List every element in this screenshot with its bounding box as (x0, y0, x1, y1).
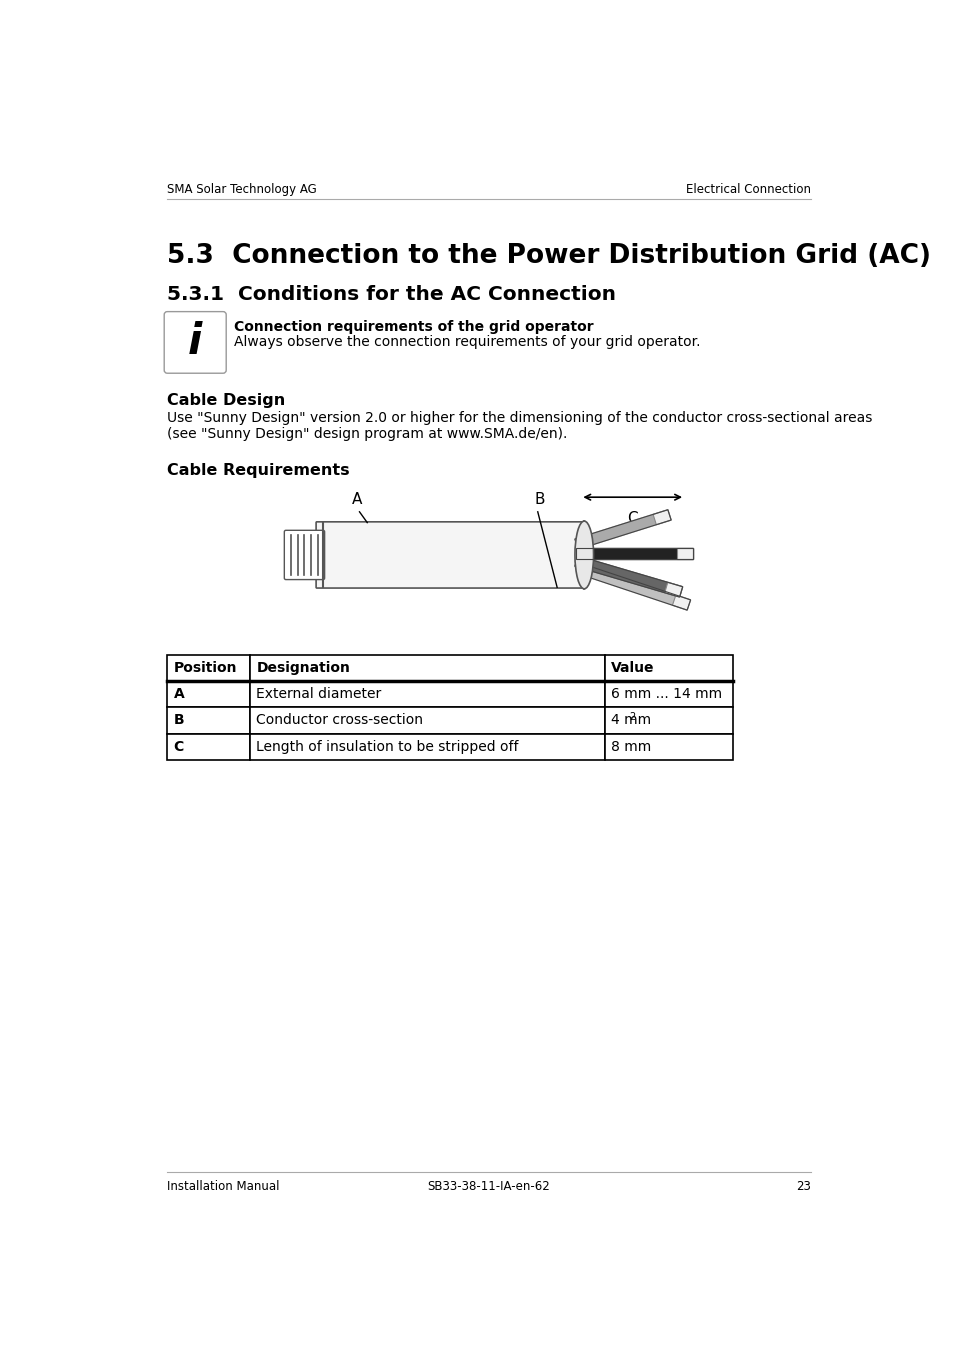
Text: Length of insulation to be stripped off: Length of insulation to be stripped off (256, 740, 518, 753)
Polygon shape (672, 595, 690, 610)
Text: A: A (352, 492, 362, 507)
Polygon shape (653, 510, 670, 525)
Bar (250, 681, 604, 707)
Bar (167, 681, 250, 707)
Bar (604, 707, 732, 734)
Polygon shape (578, 564, 690, 610)
Text: Use "Sunny Design" version 2.0 or higher for the dimensioning of the conductor c: Use "Sunny Design" version 2.0 or higher… (167, 411, 872, 441)
Text: i: i (188, 322, 202, 364)
Text: Always observe the connection requirements of your grid operator.: Always observe the connection requiremen… (233, 335, 700, 349)
FancyBboxPatch shape (284, 530, 324, 580)
Text: 5.3  Connection to the Power Distribution Grid (AC): 5.3 Connection to the Power Distribution… (167, 243, 930, 269)
Bar (604, 681, 732, 707)
Text: 5.3.1  Conditions for the AC Connection: 5.3.1 Conditions for the AC Connection (167, 285, 616, 304)
Polygon shape (575, 510, 670, 549)
Text: External diameter: External diameter (256, 687, 381, 702)
Text: Installation Manual: Installation Manual (167, 1180, 279, 1192)
Text: Cable Requirements: Cable Requirements (167, 462, 350, 477)
Polygon shape (664, 583, 682, 598)
Text: C: C (173, 740, 184, 753)
Bar (250, 654, 604, 681)
Text: 6 mm ... 14 mm: 6 mm ... 14 mm (611, 687, 721, 702)
Text: Value: Value (611, 661, 654, 675)
Polygon shape (575, 556, 682, 598)
Text: Conductor cross-section: Conductor cross-section (256, 714, 423, 727)
Bar (167, 654, 250, 681)
Ellipse shape (575, 521, 593, 589)
Text: SMA Solar Technology AG: SMA Solar Technology AG (167, 183, 316, 196)
Text: Designation: Designation (256, 661, 350, 675)
Bar (250, 734, 604, 760)
Text: Position: Position (173, 661, 236, 675)
Text: 2: 2 (629, 711, 635, 722)
Text: Cable Design: Cable Design (167, 393, 285, 408)
Text: 8 mm: 8 mm (611, 740, 651, 753)
Text: 23: 23 (795, 1180, 810, 1192)
Text: B: B (173, 714, 184, 727)
FancyBboxPatch shape (164, 311, 226, 373)
Polygon shape (576, 548, 692, 558)
Text: A: A (173, 687, 184, 702)
Text: Electrical Connection: Electrical Connection (685, 183, 810, 196)
Text: SB33-38-11-IA-en-62: SB33-38-11-IA-en-62 (427, 1180, 550, 1192)
Polygon shape (677, 548, 692, 558)
Bar (167, 707, 250, 734)
Text: B: B (534, 492, 544, 507)
Bar (250, 707, 604, 734)
Text: C: C (627, 511, 638, 526)
Text: Connection requirements of the grid operator: Connection requirements of the grid oper… (233, 320, 593, 334)
Bar (604, 734, 732, 760)
Text: 4 mm: 4 mm (611, 714, 651, 727)
Bar (167, 734, 250, 760)
Bar (604, 654, 732, 681)
FancyBboxPatch shape (315, 522, 584, 588)
